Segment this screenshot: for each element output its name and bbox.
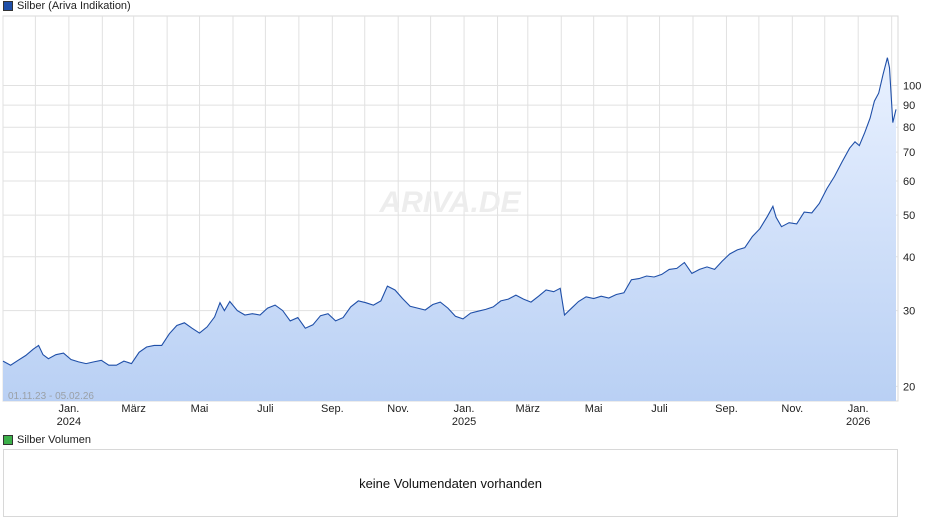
y-tick-label: 100 [903, 80, 921, 92]
y-tick-label: 70 [903, 147, 915, 159]
y-tick-label: 60 [903, 176, 915, 188]
volume-legend-swatch [3, 435, 13, 445]
price-line [2, 57, 897, 366]
x-tick-label: Jan. [58, 403, 79, 415]
watermark: ARIVA.DE [378, 186, 521, 219]
volume-legend-label: Silber Volumen [17, 434, 91, 446]
volume-legend: Silber Volumen [3, 434, 91, 446]
x-tick-label: Nov. [387, 403, 409, 415]
x-tick-label: Mai [585, 403, 603, 415]
x-tick-label: Juli [651, 403, 668, 415]
y-tick-label: 80 [903, 122, 915, 134]
x-tick-label: März [516, 403, 540, 415]
x-tick-label: Sep. [321, 403, 344, 415]
x-tick-label: Jan. [848, 403, 869, 415]
x-tick-label: März [121, 403, 145, 415]
x-tick-label: Mai [191, 403, 209, 415]
x-tick-year: 2024 [57, 416, 81, 428]
y-tick-label: 30 [903, 306, 915, 318]
price-legend-swatch [3, 1, 13, 11]
x-tick-label: Nov. [781, 403, 803, 415]
volume-panel: keine Volumendaten vorhanden [3, 449, 898, 517]
volume-empty-message: keine Volumendaten vorhanden [359, 475, 542, 491]
x-tick-year: 2025 [452, 416, 476, 428]
price-area [3, 57, 896, 401]
y-tick-label: 50 [903, 210, 915, 222]
y-tick-label: 20 [903, 381, 915, 393]
date-range-label: 01.11.23 - 05.02.26 [8, 391, 94, 402]
y-tick-label: 90 [903, 100, 915, 112]
x-tick-year: 2026 [846, 416, 870, 428]
x-tick-label: Sep. [715, 403, 738, 415]
price-legend: Silber (Ariva Indikation) [3, 0, 131, 12]
y-axis: 20 30 40 50 60 70 80 90 100 [903, 80, 921, 393]
price-legend-label: Silber (Ariva Indikation) [17, 0, 131, 12]
x-tick-label: Jan. [454, 403, 475, 415]
x-tick-label: Juli [257, 403, 274, 415]
y-tick-label: 40 [903, 252, 915, 264]
